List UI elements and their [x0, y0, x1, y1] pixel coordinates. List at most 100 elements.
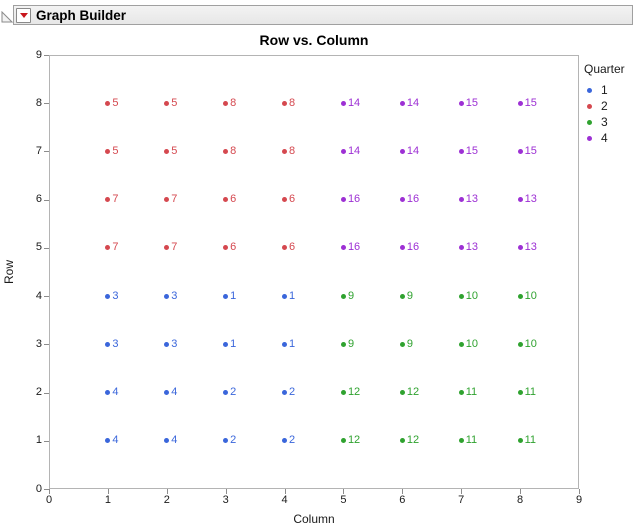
data-point[interactable]: [340, 341, 346, 347]
data-point[interactable]: [282, 100, 288, 106]
data-point-label: 16: [347, 193, 361, 206]
legend-item[interactable]: 1: [584, 82, 634, 98]
data-point[interactable]: [282, 245, 288, 251]
data-point[interactable]: [399, 341, 405, 347]
data-point[interactable]: [105, 245, 111, 251]
data-point[interactable]: [105, 148, 111, 154]
data-point[interactable]: [517, 245, 523, 251]
data-point[interactable]: [164, 148, 170, 154]
data-point-label: 3: [171, 289, 178, 302]
data-point-label: 6: [289, 241, 296, 254]
red-triangle-menu-button[interactable]: [16, 7, 31, 23]
data-point-label: 12: [406, 434, 420, 447]
data-point[interactable]: [399, 197, 405, 203]
data-point[interactable]: [223, 100, 229, 106]
legend-item[interactable]: 2: [584, 98, 634, 114]
data-point-label: 9: [406, 289, 413, 302]
data-point-label: 4: [112, 386, 119, 399]
y-tick-label: 1: [35, 434, 42, 447]
data-point-label: 1: [289, 337, 296, 350]
legend-item[interactable]: 3: [584, 114, 634, 130]
data-point[interactable]: [282, 293, 288, 299]
data-point[interactable]: [340, 197, 346, 203]
data-point[interactable]: [517, 341, 523, 347]
data-point-label: 7: [171, 241, 178, 254]
data-point[interactable]: [517, 293, 523, 299]
x-tick-mark: [402, 489, 404, 494]
y-tick-mark: [44, 392, 49, 394]
data-point[interactable]: [164, 390, 170, 396]
data-point[interactable]: [164, 245, 170, 251]
data-point-label: 16: [406, 241, 420, 254]
data-point[interactable]: [340, 148, 346, 154]
data-point[interactable]: [458, 438, 464, 444]
legend-item[interactable]: 4: [584, 130, 634, 146]
data-point-label: 7: [112, 193, 119, 206]
data-point-label: 5: [171, 144, 178, 157]
data-point[interactable]: [458, 197, 464, 203]
data-point[interactable]: [517, 197, 523, 203]
data-point[interactable]: [458, 390, 464, 396]
data-point-label: 5: [171, 96, 178, 109]
data-point[interactable]: [340, 293, 346, 299]
data-point[interactable]: [458, 245, 464, 251]
data-point[interactable]: [340, 390, 346, 396]
data-point[interactable]: [223, 341, 229, 347]
data-point[interactable]: [340, 438, 346, 444]
data-point[interactable]: [105, 293, 111, 299]
data-point[interactable]: [105, 100, 111, 106]
data-point[interactable]: [517, 438, 523, 444]
outline-collapse-triangle-icon[interactable]: [1, 10, 14, 23]
data-point[interactable]: [399, 148, 405, 154]
data-point[interactable]: [164, 100, 170, 106]
data-point[interactable]: [223, 197, 229, 203]
data-point[interactable]: [105, 438, 111, 444]
data-point[interactable]: [340, 245, 346, 251]
data-point[interactable]: [282, 341, 288, 347]
data-point[interactable]: [517, 390, 523, 396]
y-tick-label: 0: [35, 482, 42, 495]
data-point[interactable]: [458, 100, 464, 106]
data-point[interactable]: [399, 100, 405, 106]
data-point[interactable]: [282, 438, 288, 444]
plot-area[interactable]: [49, 55, 579, 489]
data-point[interactable]: [517, 100, 523, 106]
data-point[interactable]: [164, 341, 170, 347]
data-point[interactable]: [105, 341, 111, 347]
data-point-label: 13: [465, 193, 478, 206]
data-point-label: 6: [230, 193, 237, 206]
data-point[interactable]: [164, 293, 170, 299]
data-point[interactable]: [282, 148, 288, 154]
x-tick-label: 4: [281, 494, 288, 506]
data-point[interactable]: [223, 390, 229, 396]
data-point[interactable]: [399, 438, 405, 444]
legend-marker-icon: [587, 135, 592, 141]
data-point-label: 2: [289, 434, 296, 447]
data-point-label: 4: [171, 386, 178, 399]
data-point[interactable]: [458, 148, 464, 154]
data-point[interactable]: [399, 245, 405, 251]
y-tick-mark: [44, 151, 49, 153]
data-point[interactable]: [105, 390, 111, 396]
data-point[interactable]: [223, 293, 229, 299]
data-point[interactable]: [282, 390, 288, 396]
data-point[interactable]: [223, 148, 229, 154]
data-point-label: 2: [289, 386, 296, 399]
data-point[interactable]: [517, 148, 523, 154]
data-point[interactable]: [223, 245, 229, 251]
data-point[interactable]: [105, 197, 111, 203]
data-point[interactable]: [164, 197, 170, 203]
data-point[interactable]: [164, 438, 170, 444]
red-triangle-icon: [19, 12, 28, 18]
data-point-label: 10: [465, 289, 478, 302]
data-point[interactable]: [340, 100, 346, 106]
data-point[interactable]: [223, 438, 229, 444]
data-point-label: 9: [406, 337, 413, 350]
data-point[interactable]: [458, 293, 464, 299]
data-point-label: 9: [347, 337, 355, 350]
legend-item-label: 4: [601, 131, 608, 145]
data-point[interactable]: [282, 197, 288, 203]
data-point[interactable]: [458, 341, 464, 347]
data-point[interactable]: [399, 293, 405, 299]
data-point[interactable]: [399, 390, 405, 396]
